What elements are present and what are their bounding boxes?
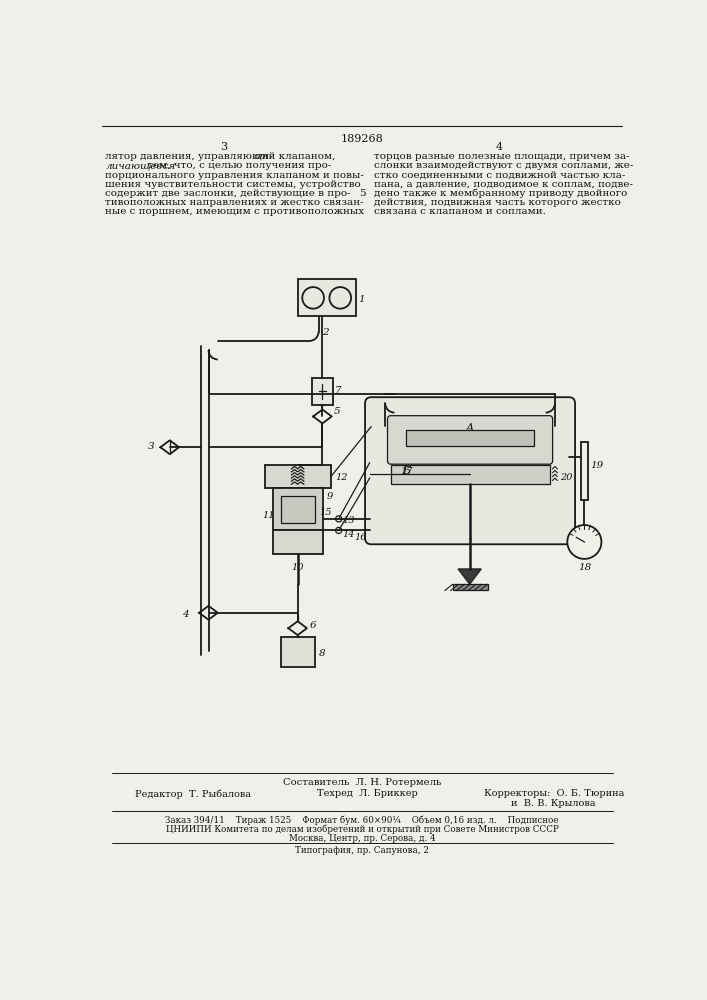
Bar <box>391 465 549 484</box>
Text: 15: 15 <box>320 508 332 517</box>
Bar <box>298 279 356 316</box>
Bar <box>312 378 332 405</box>
Text: ные с поршнем, имеющим с противоположных: ные с поршнем, имеющим с противоположных <box>105 207 365 216</box>
Text: лятор давления, управляющий клапаном,: лятор давления, управляющий клапаном, <box>105 152 339 161</box>
FancyBboxPatch shape <box>387 416 553 464</box>
Text: 17: 17 <box>401 466 413 476</box>
Text: ЦНИИПИ Комитета по делам изобретений и открытий при Совете Министров СССР: ЦНИИПИ Комитета по делам изобретений и о… <box>165 825 559 834</box>
Text: 4: 4 <box>496 142 503 152</box>
Text: 1: 1 <box>358 295 365 304</box>
Text: 6: 6 <box>309 620 316 630</box>
Bar <box>281 637 315 667</box>
Text: Б: Б <box>402 466 410 477</box>
Text: пана, а давление, подводимое к соплам, подве-: пана, а давление, подводимое к соплам, п… <box>373 180 633 189</box>
Text: порционального управления клапаном и повы-: порционального управления клапаном и пов… <box>105 171 364 180</box>
Text: связана с клапаном и соплами.: связана с клапаном и соплами. <box>373 207 545 216</box>
Text: тем, что, с целью получения про-: тем, что, с целью получения про- <box>144 161 332 170</box>
Text: А: А <box>465 423 474 433</box>
Text: 18: 18 <box>578 563 592 572</box>
Text: личающееся: личающееся <box>105 161 175 170</box>
Text: Техред  Л. Бриккер: Техред Л. Бриккер <box>317 789 418 798</box>
Text: 10: 10 <box>291 563 304 572</box>
Text: 13: 13 <box>343 516 355 525</box>
Text: 8: 8 <box>319 649 325 658</box>
Bar <box>265 465 331 488</box>
Bar <box>273 488 323 530</box>
Text: 9: 9 <box>327 492 333 501</box>
Text: слонки взаимодействуют с двумя соплами, же-: слонки взаимодействуют с двумя соплами, … <box>373 161 633 170</box>
Bar <box>452 584 488 590</box>
Text: дено также к мембранному приводу двойного: дено также к мембранному приводу двойног… <box>373 189 627 198</box>
Circle shape <box>567 525 602 559</box>
Text: 3: 3 <box>221 142 228 152</box>
Text: тивоположных направлениях и жестко связан-: тивоположных направлениях и жестко связа… <box>105 198 364 207</box>
Text: Заказ 394/11    Тираж 1525    Формат бум. 60×90¹⁄₄    Объем 0,16 изд. л.    Подп: Заказ 394/11 Тираж 1525 Формат бум. 60×9… <box>165 815 559 825</box>
Text: 189268: 189268 <box>341 134 383 144</box>
Text: Составитель  Л. Н. Ротермель: Составитель Л. Н. Ротермель <box>283 778 441 787</box>
Text: шения чувствительности системы, устройство: шения чувствительности системы, устройст… <box>105 180 361 189</box>
Text: Москва, Центр, пр. Серова, д. 4: Москва, Центр, пр. Серова, д. 4 <box>288 834 436 843</box>
Text: 11: 11 <box>263 511 275 520</box>
Text: 4: 4 <box>182 610 189 619</box>
Text: 16: 16 <box>354 533 367 542</box>
Text: 20: 20 <box>559 473 572 482</box>
Text: 19: 19 <box>590 461 604 470</box>
Bar <box>273 530 323 554</box>
FancyBboxPatch shape <box>365 397 575 544</box>
Polygon shape <box>458 569 481 584</box>
Text: Редактор  Т. Рыбалова: Редактор Т. Рыбалова <box>135 789 251 799</box>
Text: 2: 2 <box>322 328 329 337</box>
Text: содержит две заслонки, действующие в про-: содержит две заслонки, действующие в про… <box>105 189 351 198</box>
Text: 5: 5 <box>359 189 366 198</box>
Bar <box>406 430 534 446</box>
Text: 12: 12 <box>335 473 347 482</box>
Text: Корректоры:  О. Б. Тюрина: Корректоры: О. Б. Тюрина <box>484 789 624 798</box>
Bar <box>281 496 315 523</box>
Text: 3: 3 <box>148 442 155 451</box>
Text: торцов разные полезные площади, причем за-: торцов разные полезные площади, причем з… <box>373 152 629 161</box>
Text: от-: от- <box>253 152 273 161</box>
Text: 5: 5 <box>334 407 341 416</box>
Text: действия, подвижная часть которого жестко: действия, подвижная часть которого жестк… <box>373 198 621 207</box>
Text: 7: 7 <box>335 386 341 395</box>
Text: 14: 14 <box>343 530 355 539</box>
Text: стко соединенными с подвижной частью кла-: стко соединенными с подвижной частью кла… <box>373 171 625 180</box>
Text: и  В. В. Крылова: и В. В. Крылова <box>510 799 595 808</box>
Text: Типография, пр. Сапунова, 2: Типография, пр. Сапунова, 2 <box>295 846 429 855</box>
